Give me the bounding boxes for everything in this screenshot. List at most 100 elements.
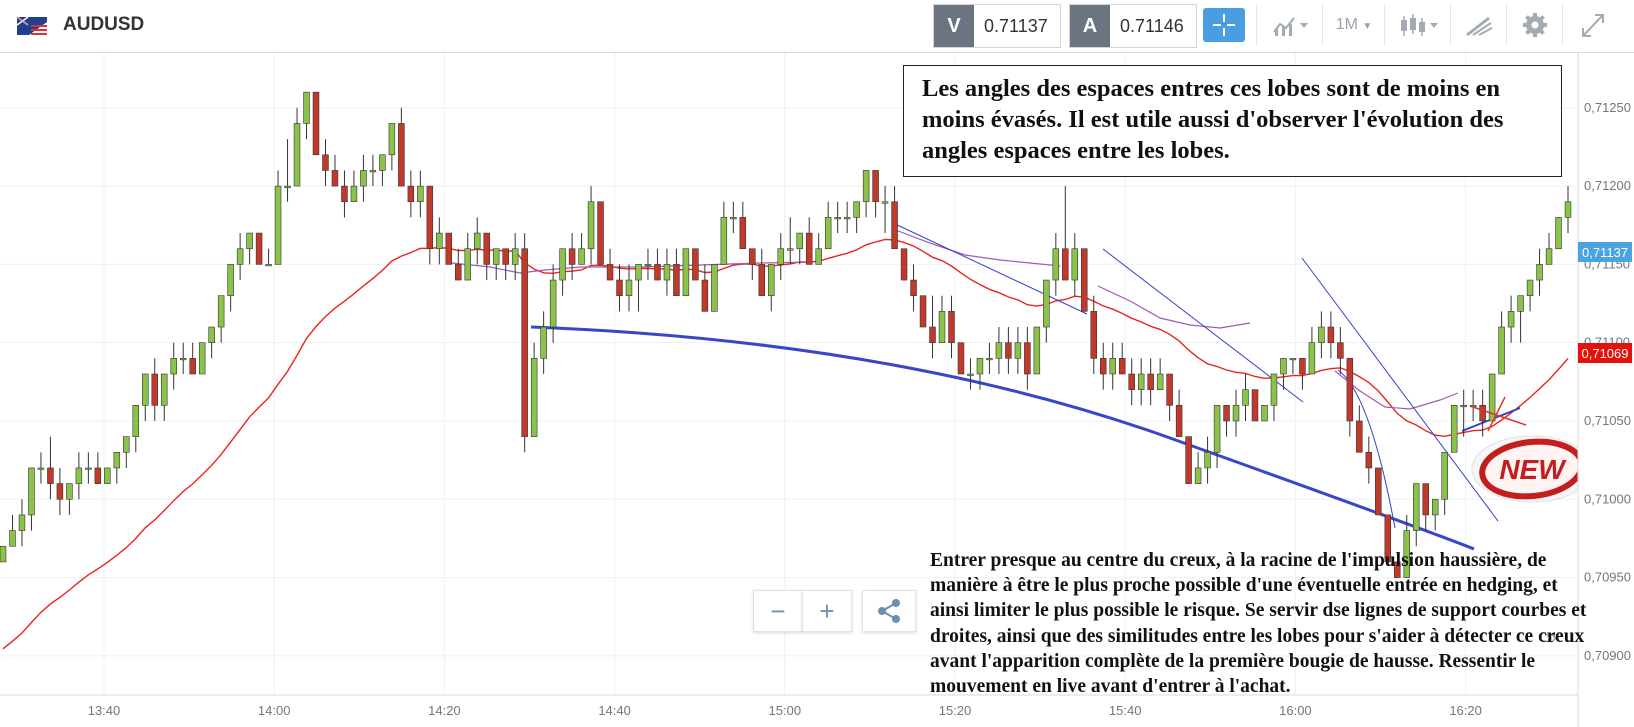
candle-body [1109, 358, 1116, 375]
candle-body [303, 91, 310, 124]
candle-body [663, 264, 671, 281]
buy-price-box[interactable]: A 0.71146 [1069, 4, 1197, 48]
candle-body [749, 248, 756, 265]
chart-type-icon [1273, 17, 1308, 36]
y-tick-label: 0,70950 [1584, 570, 1631, 585]
candle-body [986, 358, 993, 361]
candle-body [1005, 342, 1012, 359]
candle-body [1308, 342, 1316, 375]
candle-body [578, 248, 585, 265]
candle-body [502, 248, 509, 265]
lobe-curve-2 [892, 228, 1061, 267]
candle-body [75, 467, 83, 484]
symbol-label[interactable]: AUDUSD [63, 14, 145, 35]
candle-body [417, 185, 424, 203]
candle-body [787, 248, 794, 251]
candle-body [1441, 451, 1448, 500]
candle-body [1488, 373, 1496, 422]
lobe-curve-4 [1334, 370, 1459, 410]
candle-body [758, 264, 766, 297]
settings-button[interactable] [1506, 4, 1563, 46]
candle-body [474, 232, 481, 250]
candle-body [1299, 358, 1306, 375]
candle-body [1479, 405, 1486, 422]
candle-body [853, 201, 860, 218]
trend-line-1 [892, 222, 1088, 315]
candle-body [483, 232, 490, 265]
candle-body [1545, 248, 1553, 265]
candle-body [1517, 295, 1524, 312]
candle-body [938, 311, 946, 343]
y-tick-label: 0,71200 [1584, 178, 1631, 193]
candle-body [350, 185, 358, 203]
candle-body [398, 123, 405, 187]
candle-body [1251, 389, 1259, 422]
zoom-in-button[interactable]: + [802, 590, 852, 632]
x-tick-label: 14:00 [258, 703, 291, 718]
candle-body [217, 295, 225, 328]
candle-body [1564, 201, 1572, 218]
entry-cross-mark [1469, 396, 1527, 432]
candle-body [711, 264, 718, 312]
candle-body [540, 326, 547, 359]
timeframe-button[interactable]: 1M ▼ [1322, 4, 1385, 46]
sell-price-box[interactable]: V 0.71137 [933, 4, 1061, 48]
candle-body [1384, 514, 1392, 563]
scroll-right-button[interactable]: » [1544, 624, 1558, 649]
candle-body [549, 279, 557, 328]
candle-body [1289, 358, 1297, 361]
candle-body [151, 373, 158, 406]
candle-body [227, 264, 234, 297]
candle-body [862, 170, 870, 203]
candle-body [948, 311, 955, 343]
candle-body [910, 279, 917, 297]
candle-body [1394, 561, 1401, 578]
candle-body [967, 373, 974, 376]
current-price-tag: 0,71137 [1582, 245, 1628, 260]
candle-body [94, 467, 102, 484]
candle-body [1024, 342, 1031, 375]
drawing-tools-button[interactable] [1450, 4, 1507, 46]
candle-body [692, 248, 699, 281]
price-chart[interactable]: NEW 0,712500,712000,711500,711000,710500… [0, 53, 1634, 727]
candle-body [56, 483, 64, 500]
chart-type-button[interactable] [1256, 4, 1323, 46]
candle-body [379, 154, 386, 171]
candle-body [132, 405, 140, 437]
purple-lobe-curves [451, 228, 1459, 410]
share-button[interactable] [862, 590, 916, 632]
candle-body [284, 185, 291, 188]
trend-line-2 [1102, 248, 1304, 403]
candle-body [1403, 530, 1410, 578]
price-tags: 0,71137 0,71069 [1578, 242, 1632, 363]
fullscreen-button[interactable] [1562, 4, 1623, 46]
candle-body [568, 248, 576, 265]
candle-body [521, 248, 528, 437]
candle-style-button[interactable] [1384, 4, 1451, 46]
candle-body [360, 170, 367, 187]
candle-body [644, 264, 652, 267]
drawing-tools-icon [1466, 16, 1493, 37]
crosshair-button[interactable] [1203, 8, 1245, 42]
candle-body [1280, 358, 1287, 375]
candle-body [511, 248, 519, 265]
candle-body [1204, 451, 1211, 469]
zoom-out-button[interactable]: − [753, 590, 803, 632]
candle-body [1507, 311, 1515, 328]
curved-support-line [530, 325, 1475, 551]
candle-body [331, 170, 339, 187]
new-badge-text: NEW [1499, 454, 1567, 485]
candle-body [1081, 248, 1088, 312]
y-tick-label: 0,71250 [1584, 100, 1631, 115]
candle-body [1213, 405, 1221, 453]
moving-average-line [2, 238, 1569, 650]
candle-body [1014, 342, 1022, 359]
candle-body [635, 264, 642, 281]
new-badge: NEW [1471, 435, 1593, 503]
candle-body [1166, 373, 1173, 406]
lobe-curve-3 [1097, 285, 1251, 329]
current-price-tag-bg [1578, 242, 1632, 262]
candle-body [929, 326, 936, 343]
candle-body [1052, 248, 1060, 281]
y-tick-label: 0,71050 [1584, 413, 1631, 428]
